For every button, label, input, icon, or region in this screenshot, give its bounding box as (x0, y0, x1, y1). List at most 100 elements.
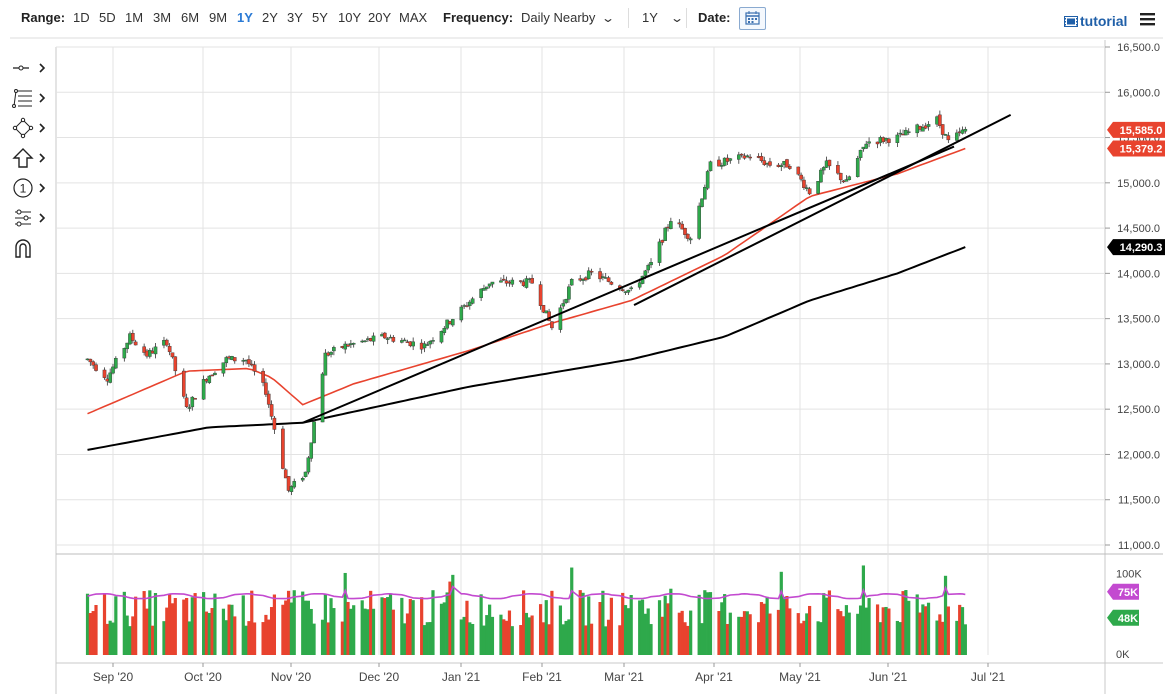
volume-bar (428, 622, 432, 655)
candle-body (332, 347, 336, 352)
candle (558, 304, 563, 333)
range-button-9m[interactable]: 9M (209, 10, 228, 25)
candle (858, 149, 863, 161)
candle-body (657, 241, 662, 263)
annotation-number-text: 1 (20, 182, 27, 196)
volume-bar (581, 592, 585, 655)
candle (677, 219, 682, 228)
candle (921, 124, 925, 132)
chevron-down-icon: ⌄ (669, 11, 684, 25)
candle-body (643, 270, 648, 276)
candle-body (748, 156, 752, 159)
candle (351, 342, 356, 348)
candle-body (960, 129, 965, 134)
candle-body (804, 187, 809, 189)
drawing-tool-fibonacci-tool[interactable] (10, 86, 52, 110)
candle (819, 168, 823, 183)
y-tick-label: 16,500.0 (1117, 42, 1160, 54)
date-picker-button[interactable] (739, 7, 766, 30)
volume-bar (411, 600, 415, 655)
candle-body (561, 303, 566, 307)
drawing-tool-shape-tool[interactable] (10, 116, 52, 140)
drawing-tool-arrow-up-tool[interactable] (10, 146, 52, 170)
y-tick-label: 12,500.0 (1117, 404, 1160, 416)
range-button-5d[interactable]: 5D (99, 10, 116, 25)
candle (688, 236, 693, 245)
line-tool-icon (13, 65, 29, 71)
candle (94, 362, 98, 372)
volume-bar (250, 590, 254, 655)
tutorial-link[interactable]: tutorial (1064, 13, 1127, 29)
volume-bar (720, 602, 724, 655)
range-button-20y[interactable]: 20Y (368, 10, 392, 25)
range-button-3m[interactable]: 3M (153, 10, 172, 25)
volume-bar (564, 620, 568, 655)
volume-bar (737, 616, 741, 655)
volume-bar (448, 581, 452, 655)
candle (762, 156, 767, 167)
hamburger-menu-icon[interactable] (1140, 12, 1155, 26)
candle (847, 175, 852, 181)
candle (739, 153, 744, 158)
period-dropdown[interactable]: 1Y ⌄ (642, 10, 684, 25)
range-button-max[interactable]: MAX (399, 10, 428, 25)
volume-bar (134, 596, 138, 655)
range-button-10y[interactable]: 10Y (338, 10, 362, 25)
volume-bar (547, 624, 551, 655)
drawing-tool-line-tool[interactable] (10, 56, 52, 80)
volume-bar (490, 616, 495, 655)
candle (686, 233, 690, 242)
trendline-long[interactable] (302, 145, 955, 424)
volume-bar (289, 602, 293, 655)
candle (541, 305, 546, 314)
range-button-2y[interactable]: 2Y (262, 10, 278, 25)
candle (499, 277, 503, 283)
range-button-5y[interactable]: 5Y (312, 10, 328, 25)
volume-bar (301, 591, 305, 655)
volume-bar (94, 605, 98, 655)
volume-bar (629, 595, 633, 655)
candle-body (247, 359, 251, 365)
volume-bar (349, 608, 353, 655)
drawing-tool-measure-tool[interactable] (10, 206, 52, 230)
candle (425, 341, 430, 346)
range-button-1d[interactable]: 1D (73, 10, 90, 25)
drawing-tool-annotation-number[interactable]: 1 (10, 176, 52, 200)
candle (439, 330, 444, 344)
candle (915, 123, 920, 137)
volume-bar (895, 620, 899, 655)
range-button-3y[interactable]: 3Y (287, 10, 303, 25)
volume-bar (292, 590, 296, 655)
frequency-dropdown[interactable]: Daily Nearby ⌄ (521, 10, 615, 25)
range-button-6m[interactable]: 6M (181, 10, 200, 25)
volume-bar (425, 622, 429, 655)
volume-bar (570, 567, 574, 655)
range-button-1m[interactable]: 1M (125, 10, 144, 25)
chevron-right-icon (39, 123, 46, 133)
range-button-1y[interactable]: 1Y (237, 10, 253, 25)
volume-bar (465, 600, 469, 655)
volume-bar (561, 624, 565, 655)
candle-body (847, 176, 852, 181)
candle (428, 339, 432, 349)
candle-body (955, 132, 959, 141)
drawing-tool-magnet[interactable] (10, 236, 52, 260)
candle (799, 172, 803, 182)
volume-bar (904, 590, 908, 655)
candle (501, 274, 506, 282)
volume-bar (482, 625, 486, 655)
measure-tool-icon (15, 209, 31, 227)
trendline-short[interactable] (633, 114, 1012, 306)
volume-bar (170, 603, 175, 655)
candle (626, 289, 631, 295)
candle-body (821, 167, 826, 171)
last-volume-tag: 48K (1107, 609, 1139, 626)
y-tick-label: 11,000.0 (1118, 540, 1160, 552)
drawing-toolbar: 1 (10, 56, 52, 266)
last-price-tag-bg (1107, 121, 1165, 138)
candle (855, 155, 860, 178)
ma200-tag: 14,290.3 (1107, 239, 1165, 256)
volume-bar (182, 599, 186, 655)
candle-body (142, 346, 146, 353)
candle (292, 478, 297, 489)
